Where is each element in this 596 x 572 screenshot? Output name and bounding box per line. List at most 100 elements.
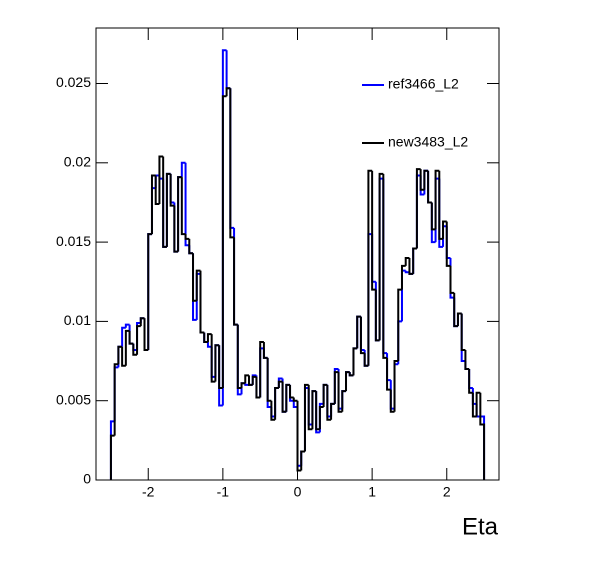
histogram-step xyxy=(192,253,197,302)
histogram-step xyxy=(378,172,384,341)
histogram-step xyxy=(363,353,369,367)
histogram-step xyxy=(221,95,227,389)
histogram-step xyxy=(348,372,354,377)
histogram-step xyxy=(337,372,343,413)
histogram-step xyxy=(333,371,339,404)
histogram-step xyxy=(206,342,212,348)
histogram-step xyxy=(464,349,470,370)
histogram-step xyxy=(404,256,410,266)
histogram-step xyxy=(236,324,242,390)
histogram-step xyxy=(270,400,276,421)
histogram-step xyxy=(307,384,313,431)
histogram-step xyxy=(330,402,335,420)
histogram-step xyxy=(449,265,455,294)
histogram-step xyxy=(233,237,238,326)
histogram-step xyxy=(479,392,486,480)
histogram-step xyxy=(318,406,324,430)
histogram-step xyxy=(150,174,156,235)
x-tick-label: 2 xyxy=(443,484,451,500)
histogram-step xyxy=(356,315,361,349)
y-tick-label: 0.025 xyxy=(56,74,91,90)
histogram-step xyxy=(225,50,231,90)
histogram-step xyxy=(397,288,402,362)
histogram-step xyxy=(203,332,208,344)
histogram-step xyxy=(415,168,421,249)
histogram-step xyxy=(188,238,194,255)
histogram-step xyxy=(303,383,309,452)
histogram-step xyxy=(210,334,216,383)
histogram-step xyxy=(169,173,175,207)
histogram-step xyxy=(371,170,376,291)
histogram-step xyxy=(442,220,447,239)
histogram-step xyxy=(453,292,458,328)
x-tick-label: -1 xyxy=(217,484,230,500)
histogram-step xyxy=(445,221,451,267)
histogram-step xyxy=(184,234,190,240)
x-tick-label: -2 xyxy=(142,484,155,500)
legend-label: ref3466_L2 xyxy=(388,76,459,92)
histogram-step xyxy=(285,383,291,412)
histogram-step xyxy=(132,343,138,356)
histogram-step xyxy=(255,376,261,399)
histogram-step xyxy=(468,368,473,394)
y-tick-label: 0.01 xyxy=(64,312,91,328)
histogram-step xyxy=(367,169,373,366)
histogram-step xyxy=(352,347,358,376)
histogram-step xyxy=(162,156,167,248)
histogram-step xyxy=(289,384,294,399)
histogram-step xyxy=(434,169,440,230)
histogram-step xyxy=(438,170,444,240)
histogram-step xyxy=(311,390,317,430)
histogram-step xyxy=(427,170,432,204)
x-tick-label: 1 xyxy=(368,484,376,500)
histogram-step xyxy=(326,384,332,421)
histogram-step xyxy=(386,357,391,391)
histogram-step xyxy=(206,333,212,343)
histogram-step xyxy=(158,155,164,205)
histogram-step xyxy=(147,233,152,350)
histogram-step xyxy=(382,173,388,359)
histogram-step xyxy=(277,380,283,389)
histogram-step xyxy=(460,313,466,351)
histogram-step xyxy=(214,344,220,382)
histogram-step xyxy=(393,360,399,412)
histogram-step xyxy=(244,374,249,384)
histogram-step xyxy=(154,175,160,206)
histogram-step xyxy=(109,434,115,480)
x-axis-label: Eta xyxy=(462,513,499,540)
histogram-step xyxy=(292,400,298,409)
histogram-step xyxy=(359,316,365,355)
histogram-step xyxy=(225,87,231,97)
histogram-step xyxy=(251,375,257,385)
y-tick-label: 0.005 xyxy=(56,391,91,407)
histogram-step xyxy=(247,375,253,386)
histogram-step xyxy=(117,345,123,365)
histogram-step xyxy=(128,330,134,345)
histogram-step xyxy=(281,381,287,413)
histogram-step xyxy=(113,363,119,436)
histogram-step xyxy=(262,342,268,359)
histogram-step xyxy=(300,450,305,471)
y-tick-label: 0.02 xyxy=(64,154,91,170)
histogram-step xyxy=(266,357,272,402)
histogram-step xyxy=(218,345,223,390)
histogram-step xyxy=(173,205,179,253)
histogram-step xyxy=(404,270,410,274)
histogram-step xyxy=(315,391,320,431)
histogram-step xyxy=(475,391,481,417)
histogram-step xyxy=(456,312,462,327)
legend-label: new3483_L2 xyxy=(388,134,468,150)
histogram-step xyxy=(423,169,429,190)
histogram-step xyxy=(408,257,414,275)
histogram-step xyxy=(240,382,246,389)
histogram-step xyxy=(121,346,126,367)
histogram-step xyxy=(180,177,186,236)
x-tick-label: 0 xyxy=(294,484,302,500)
histogram-step xyxy=(259,341,264,398)
histogram-step xyxy=(136,325,141,355)
y-tick-label: 0 xyxy=(83,471,91,487)
histogram-step xyxy=(180,161,186,178)
histogram-step xyxy=(345,371,350,392)
histogram-step xyxy=(229,88,235,239)
histogram-step xyxy=(195,269,201,301)
